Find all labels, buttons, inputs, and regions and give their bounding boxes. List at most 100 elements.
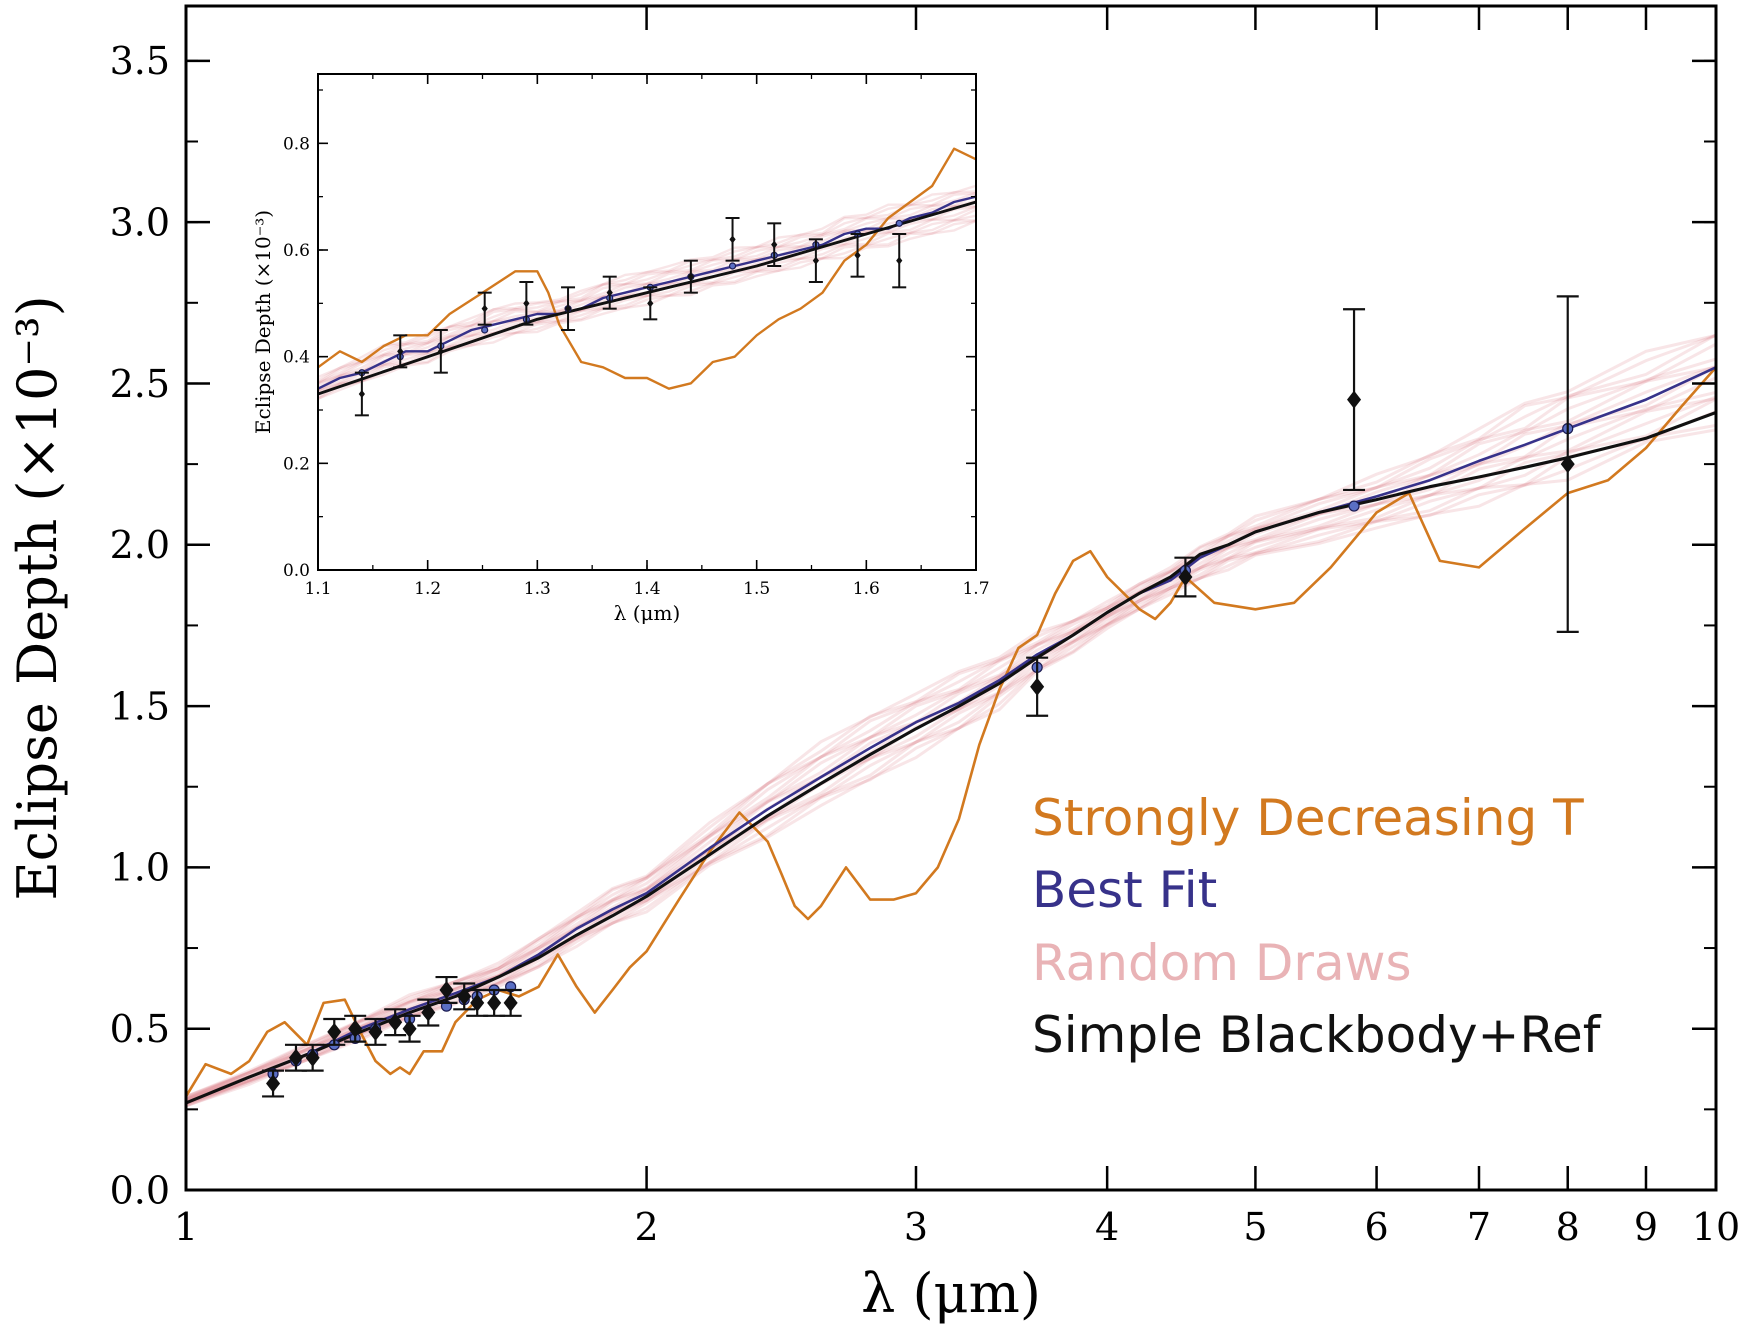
main-plot-area	[186, 295, 1716, 1108]
main-model-point	[1348, 500, 1360, 512]
inset-plot-background	[318, 74, 976, 570]
legend-entry: Best Fit	[1032, 861, 1217, 919]
legend-entry: Strongly Decreasing T	[1032, 789, 1584, 847]
inset-data-point	[647, 299, 654, 308]
inset-x-tick-label: 1.3	[524, 579, 551, 599]
main-data-point	[402, 1019, 417, 1038]
main-x-tick-label: 1	[174, 1205, 198, 1249]
inset-random-draw-line	[318, 219, 976, 400]
inset-data-point	[358, 390, 365, 398]
inset-random-draw-line	[318, 204, 976, 390]
inset-random-draw-line	[318, 208, 976, 393]
main-y-tick-label: 1.5	[110, 684, 170, 728]
main-data-point	[470, 993, 485, 1012]
inset-data-point	[606, 288, 613, 297]
inset-panel: 1.1 1.2 1.3 1.4 1.5 1.6 1.7 0.0 0.2 0.4 0.6 0.8 λ (μ…	[251, 73, 990, 625]
main-data-point	[388, 1013, 403, 1032]
main-blackbody-line	[186, 411, 1716, 1105]
main-data-point	[503, 993, 518, 1012]
inset-x-tick-label: 1.6	[853, 579, 880, 599]
main-y-tick-label: 0.5	[110, 1007, 170, 1051]
main-x-tick-label: 5	[1243, 1205, 1267, 1249]
main-data-point	[266, 1074, 281, 1093]
main-x-tick-label: 2	[634, 1205, 658, 1249]
inset-data-point	[437, 347, 444, 356]
inset-random-draw-line	[318, 184, 976, 379]
main-x-tick-label: 6	[1364, 1205, 1388, 1249]
inset-y-tick-label: 0.6	[283, 241, 310, 261]
main-data-point	[1030, 677, 1045, 696]
main-x-axis-label: λ (μm)	[861, 1262, 1041, 1325]
main-random-draw-line	[186, 365, 1716, 1102]
inset-data-point	[854, 251, 861, 260]
inset-random-draw-line	[318, 191, 976, 384]
inset-x-tick-label: 1.2	[414, 579, 441, 599]
main-random-draw-line	[186, 333, 1716, 1098]
main-y-tick-label: 2.5	[110, 362, 170, 406]
main-data-point	[348, 1019, 363, 1038]
inset-random-draw-line	[318, 190, 976, 382]
main-strongly-decreasing-line	[186, 366, 1716, 1098]
legend-entry: Simple Blackbody+Ref	[1032, 1006, 1602, 1064]
main-random-draw-line	[186, 357, 1716, 1102]
main-data-point	[487, 993, 502, 1012]
main-data-point	[327, 1022, 342, 1041]
inset-data-point	[896, 256, 903, 265]
inset-blackbody-line	[318, 200, 976, 396]
main-y-axis-label: Eclipse Depth (×10⁻³)	[6, 295, 69, 900]
inset-data-point	[397, 347, 404, 356]
inset-y-tick-label: 0.4	[283, 348, 310, 368]
main-y-tick-label: 3.0	[110, 200, 170, 244]
main-x-tick-label: 9	[1634, 1205, 1658, 1249]
inset-model-point	[728, 262, 737, 270]
main-x-tick-label: 10	[1692, 1205, 1740, 1249]
main-data-point	[288, 1048, 303, 1067]
inset-model-point	[481, 326, 489, 334]
main-random-draw-line	[186, 333, 1716, 1098]
inset-y-tick-label: 0.2	[283, 454, 310, 474]
main-data-point	[368, 1022, 383, 1041]
main-data-point	[421, 1003, 436, 1022]
inset-data-point	[523, 299, 530, 308]
main-data-point	[439, 980, 454, 999]
main-data-point	[1560, 455, 1575, 474]
main-data-point	[305, 1048, 320, 1067]
main-y-tick-label: 3.5	[110, 39, 170, 83]
main-data-point	[1178, 568, 1193, 587]
inset-x-tick-label: 1.7	[962, 579, 989, 599]
main-y-tick-label: 1.0	[110, 846, 170, 890]
main-x-tick-label: 7	[1467, 1205, 1491, 1249]
inset-random-draw-line	[318, 192, 976, 384]
inset-y-tick-label: 0.0	[283, 561, 310, 581]
inset-data-point	[771, 240, 778, 249]
inset-data-point	[481, 304, 488, 313]
inset-strongly-decreasing-line	[318, 147, 976, 390]
legend-entry: Random Draws	[1032, 934, 1412, 992]
main-random-draw-line	[186, 342, 1716, 1101]
inset-model-point	[895, 219, 903, 227]
inset-x-tick-label: 1.1	[304, 579, 331, 599]
main-y-tick-label: 2.0	[110, 523, 170, 567]
inset-plot-area	[318, 147, 976, 417]
main-x-tick-label: 8	[1556, 1205, 1580, 1249]
inset-random-draw-line	[318, 193, 976, 385]
inset-data-point	[564, 304, 572, 313]
main-x-tick-label: 4	[1095, 1205, 1119, 1249]
inset-y-axis-label: Eclipse Depth (×10⁻³)	[251, 210, 275, 434]
inset-data-point	[687, 272, 694, 281]
legend: Strongly Decreasing T Best Fit Random Draw…	[1032, 789, 1602, 1064]
main-y-tick-label: 0.0	[110, 1168, 170, 1212]
inset-x-tick-label: 1.5	[743, 579, 770, 599]
inset-data-point	[729, 235, 736, 244]
inset-data-point	[812, 256, 820, 265]
main-random-draw-line	[186, 333, 1716, 1099]
inset-y-tick-label: 0.8	[283, 134, 310, 154]
main-frame	[184, 4, 1718, 1192]
main-data-point	[457, 987, 472, 1006]
inset-x-axis-label: λ (μm)	[614, 601, 681, 625]
main-x-tick-label: 3	[904, 1205, 928, 1249]
inset-x-tick-label: 1.4	[633, 579, 660, 599]
main-data-point	[1347, 390, 1362, 409]
